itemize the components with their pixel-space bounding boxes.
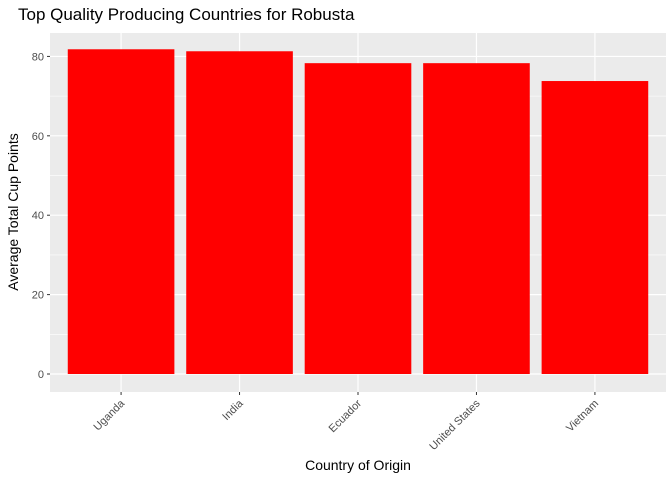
bar-india xyxy=(186,51,293,374)
x-axis-title: Country of Origin xyxy=(305,457,411,473)
bar-uganda xyxy=(67,49,175,374)
bar-united-states xyxy=(423,63,530,375)
y-tick-label: 40 xyxy=(32,210,44,222)
x-axis-ticks: Uganda India Ecuador United States Vietnam xyxy=(91,392,601,453)
y-axis-ticks: 0 20 40 60 80 xyxy=(32,51,50,381)
x-tick-label: India xyxy=(220,397,246,423)
bar-ecuador xyxy=(304,63,412,375)
y-tick-label: 60 xyxy=(32,131,44,143)
y-tick-label: 0 xyxy=(38,369,44,381)
y-tick-label: 20 xyxy=(32,290,44,302)
x-tick-label: Uganda xyxy=(91,397,127,433)
y-tick-label: 80 xyxy=(32,51,44,63)
bars xyxy=(67,49,649,375)
bar-vietnam xyxy=(541,81,649,375)
chart-title: Top Quality Producing Countries for Robu… xyxy=(18,5,355,24)
y-axis-title: Average Total Cup Points xyxy=(5,133,21,290)
x-tick-label: United States xyxy=(427,397,483,453)
x-tick-label: Ecuador xyxy=(327,397,365,435)
x-tick-label: Vietnam xyxy=(564,398,601,435)
